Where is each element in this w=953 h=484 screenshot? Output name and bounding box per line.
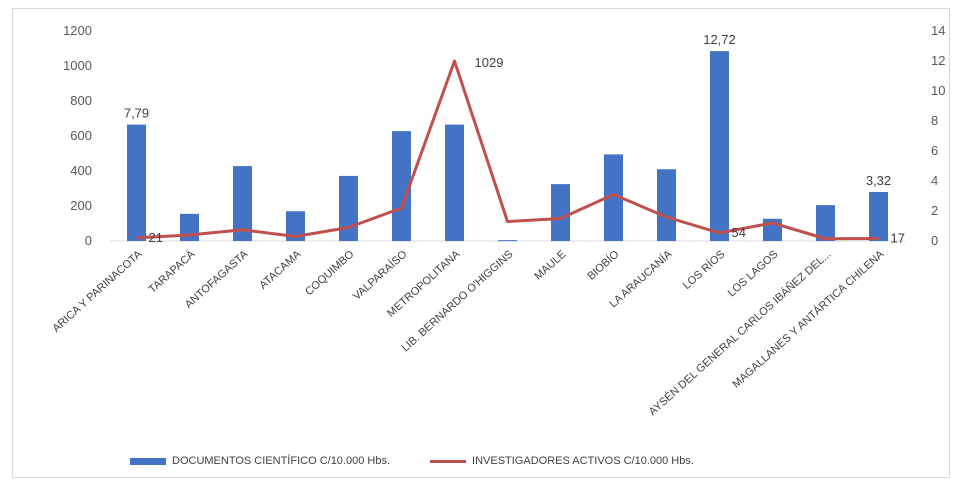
x-category-label: MAULE <box>532 248 568 282</box>
bar <box>127 124 146 241</box>
data-label: 54 <box>732 225 746 240</box>
bar <box>286 211 305 241</box>
bar <box>816 205 835 241</box>
x-category-label: COQUIMBO <box>303 248 357 298</box>
data-label: 3,32 <box>866 173 891 188</box>
bar <box>392 131 411 241</box>
y-right-tick-label: 8 <box>931 113 938 128</box>
legend-label-investigadores: INVESTIGADORES ACTIVOS C/10.000 Hbs. <box>472 455 694 467</box>
x-category-label: VALPARAÍSO <box>350 247 410 303</box>
legend-swatch-bar <box>130 457 166 465</box>
y-left-tick-label: 800 <box>70 93 92 108</box>
data-label: 12,72 <box>703 32 736 47</box>
data-label: 7,79 <box>124 106 149 121</box>
y-left-tick-label: 600 <box>70 128 92 143</box>
x-category-label: LIB. BERNARDO O'HIGGINS <box>400 248 516 354</box>
y-left-tick-label: 200 <box>70 198 92 213</box>
bar <box>445 124 464 241</box>
y-right-tick-label: 12 <box>931 53 945 68</box>
bar <box>710 51 729 241</box>
x-category-label: TARAPACÁ <box>146 247 198 296</box>
x-category-label: LOS LAGOS <box>726 248 781 299</box>
legend-item-investigadores: INVESTIGADORES ACTIVOS C/10.000 Hbs. <box>430 455 694 467</box>
bar <box>180 213 199 241</box>
y-left-tick-label: 400 <box>70 163 92 178</box>
y-left-tick-label: 0 <box>85 233 92 248</box>
data-label: 1029 <box>475 55 504 70</box>
chart-frame <box>12 8 950 478</box>
x-category-label: AYSÉN DEL GENERAL CARLOS IBÁÑEZ DEL... <box>646 248 833 419</box>
data-label: 21 <box>149 230 163 245</box>
legend-swatch-line <box>430 459 467 463</box>
x-category-label: ARICA Y PARINACOTA <box>50 248 145 335</box>
y-right-tick-label: 14 <box>931 23 945 38</box>
x-category-label: BIOBÍO <box>585 247 622 282</box>
y-right-tick-label: 4 <box>931 173 938 188</box>
legend-item-documentos: DOCUMENTOS CIENTÍFICO C/10.000 Hbs. <box>130 455 390 467</box>
y-right-tick-label: 0 <box>931 233 938 248</box>
bar <box>339 175 358 241</box>
y-right-tick-label: 2 <box>931 203 938 218</box>
y-left-tick-label: 1000 <box>63 58 92 73</box>
y-right-tick-label: 6 <box>931 143 938 158</box>
investigadores-line <box>136 59 879 241</box>
bar <box>604 154 623 241</box>
y-left-tick-label: 1200 <box>63 23 92 38</box>
x-category-label: ATACAMA <box>257 248 304 292</box>
bar <box>551 184 570 241</box>
bar <box>498 240 517 242</box>
y-right-tick-label: 10 <box>931 83 945 98</box>
bar <box>657 169 676 241</box>
x-category-label: LOS RÍOS <box>680 248 727 292</box>
bar <box>869 192 888 241</box>
legend: DOCUMENTOS CIENTÍFICO C/10.000 Hbs. INVE… <box>130 455 694 467</box>
data-label: 17 <box>891 230 905 245</box>
legend-label-documentos: DOCUMENTOS CIENTÍFICO C/10.000 Hbs. <box>172 455 391 467</box>
bar <box>233 166 252 241</box>
